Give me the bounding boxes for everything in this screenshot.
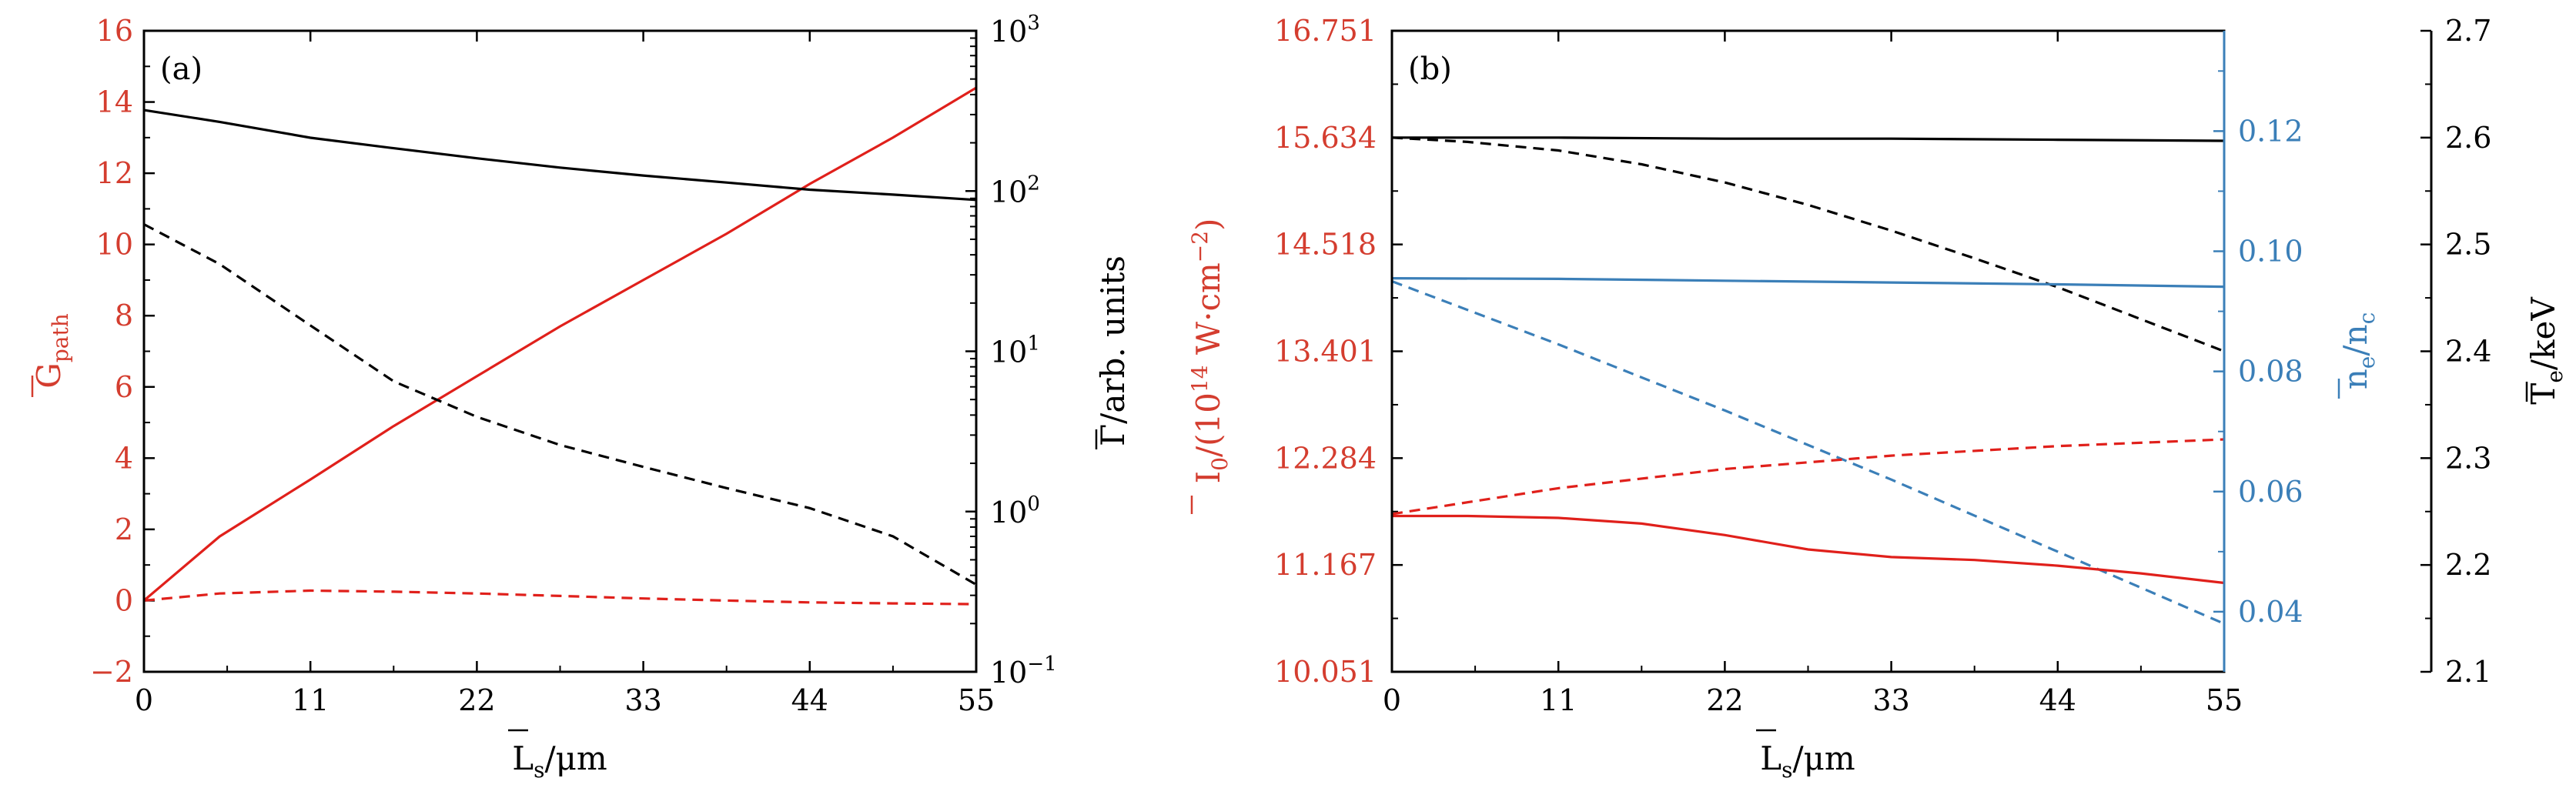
panel-a-ytick-left-label: 12 <box>96 156 133 190</box>
panel-a-series-g-path-solid <box>142 86 977 602</box>
panel-b-xtick-label: 22 <box>1706 683 1743 717</box>
panel-b-series-t-e-dashed <box>1391 136 2225 352</box>
panel-b-series-i-0-solid <box>1392 514 2225 585</box>
panel-b-xtick-label: 44 <box>2039 683 2076 717</box>
panel-b-ylabel-right: Te/keV <box>2524 297 2568 405</box>
panel-b-xtick-label: 33 <box>1872 683 1909 717</box>
panel-a-ytick-right-label: 100 <box>990 492 1040 529</box>
panel-a-xtick-label: 44 <box>791 683 828 717</box>
panel-b-xlabel: Ls/μm <box>1760 740 1855 783</box>
panel-a-ytick-left-label: 16 <box>96 14 133 48</box>
panel-a-ytick-left-label: 14 <box>96 85 133 119</box>
panel-a-ytick-right-label: 102 <box>990 172 1040 209</box>
panel-a-series-gamma-solid <box>143 109 977 202</box>
panel-b-ytick-left-label: 11.167 <box>1274 548 1377 582</box>
panel-b-ytick-mid-label: 0.10 <box>2238 235 2303 269</box>
panel-a-xtick-label: 55 <box>958 683 995 717</box>
panel-b-ytick-right-label: 2.3 <box>2445 441 2491 475</box>
panel-b-ylabel-left: I0/(1014 W·cm−2) <box>1187 219 1233 484</box>
panel-a-ytick-right-label: 103 <box>990 12 1040 48</box>
panel-a-ylabel-right: Γ/arb. units <box>1094 255 1132 446</box>
panel-b-ytick-left-label: 13.401 <box>1274 335 1377 369</box>
panel-a-ytick-right-label: 10−1 <box>990 653 1057 690</box>
panel-b-ylabel-mid: ne/nc <box>2337 312 2380 390</box>
panel-b-ytick-left-label: 12.284 <box>1274 441 1377 475</box>
panel-a-xtick-label: 0 <box>135 683 153 717</box>
panel-b-label: (b) <box>1408 52 1452 87</box>
panel-b-ytick-right-label: 2.6 <box>2445 121 2491 155</box>
panel-a-ytick-left-label: 6 <box>115 370 133 404</box>
panel-b-ytick-mid-label: 0.12 <box>2238 114 2303 148</box>
panel-b-ytick-right-label: 2.7 <box>2445 14 2491 48</box>
panel-b-series-i-0-dashed <box>1391 438 2225 516</box>
panel-a-frame <box>142 29 978 673</box>
panel-a-ytick-left-label: 0 <box>115 583 133 617</box>
panel-b-ytick-mid-label: 0.04 <box>2238 595 2303 629</box>
panel-b-series-t-e-solid <box>1392 136 2225 142</box>
panel-b-series-n-e-solid <box>1391 277 2225 289</box>
panel-a-ytick-left-label: 2 <box>115 513 133 546</box>
panel-a-ytick-left-label: 10 <box>96 228 133 262</box>
panel-a-ytick-left-label: 8 <box>115 299 133 332</box>
panel-b-ytick-left-label: 16.751 <box>1274 14 1377 48</box>
panel-b-ytick-right-label: 2.2 <box>2445 548 2491 582</box>
panel-a-ylabel-left: Gpath <box>30 313 73 388</box>
panel-a-ytick-left-label: 4 <box>115 441 133 475</box>
panel-a-series-g-path-dashed <box>143 589 977 606</box>
panel-b-ytick-left-label: 10.051 <box>1274 655 1377 689</box>
panel-b: (b) 0 11 22 33 44 55 10.051 11.167 12.284 13.401 1… <box>1187 14 2568 783</box>
panel-a-xlabel: Ls/μm <box>512 740 607 783</box>
panel-b-ytick-mid-label: 0.06 <box>2238 475 2303 509</box>
panel-b-series-n-e-dashed <box>1391 280 2225 625</box>
panel-a-label: (a) <box>160 52 202 87</box>
panel-b-ytick-right-label: 2.5 <box>2445 228 2491 262</box>
panel-a-xtick-label: 33 <box>624 683 661 717</box>
panel-b-xtick-label: 0 <box>1383 683 1401 717</box>
panel-b-ytick-mid-label: 0.08 <box>2238 355 2303 389</box>
panel-b-ytick-left-label: 15.634 <box>1274 121 1377 155</box>
panel-a-xtick-label: 11 <box>292 683 329 717</box>
panel-a-ytick-left-label: −2 <box>90 655 133 689</box>
panel-b-frame <box>1390 29 2226 673</box>
panel-a-ytick-right-label: 101 <box>990 332 1040 369</box>
panel-a-xtick-label: 22 <box>458 683 495 717</box>
panel-b-xtick-label: 11 <box>1540 683 1577 717</box>
panel-a: (a) 0 11 22 33 44 55−2024681012141610−1100101… <box>30 12 1132 783</box>
panel-b-ytick-left-label: 14.518 <box>1274 228 1377 262</box>
panel-b-ytick-right-label: 2.1 <box>2445 655 2491 689</box>
panel-b-xtick-label: 55 <box>2206 683 2243 717</box>
panel-a-series-gamma-dashed <box>143 223 977 586</box>
panel-b-ytick-right-label: 2.4 <box>2445 335 2491 369</box>
